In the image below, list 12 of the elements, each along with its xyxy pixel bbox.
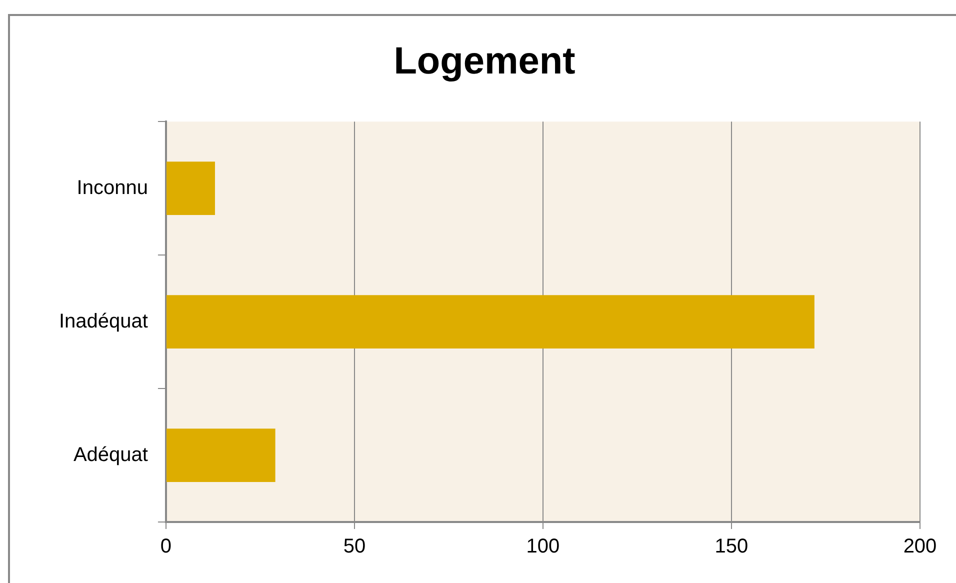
bar [166, 295, 814, 348]
chart-title: Logement [394, 40, 576, 82]
x-tick-label: 50 [343, 536, 366, 558]
x-tick-label: 150 [714, 536, 748, 558]
y-tick-label: Adéquat [73, 444, 148, 466]
x-tick-label: 200 [903, 536, 937, 558]
bar [166, 162, 215, 216]
y-tick-label: Inconnu [76, 176, 148, 199]
x-tick-label: 0 [160, 536, 172, 558]
x-tick-label: 100 [526, 536, 560, 558]
y-tick-label: Inadéquat [58, 310, 148, 332]
bar [166, 428, 276, 482]
